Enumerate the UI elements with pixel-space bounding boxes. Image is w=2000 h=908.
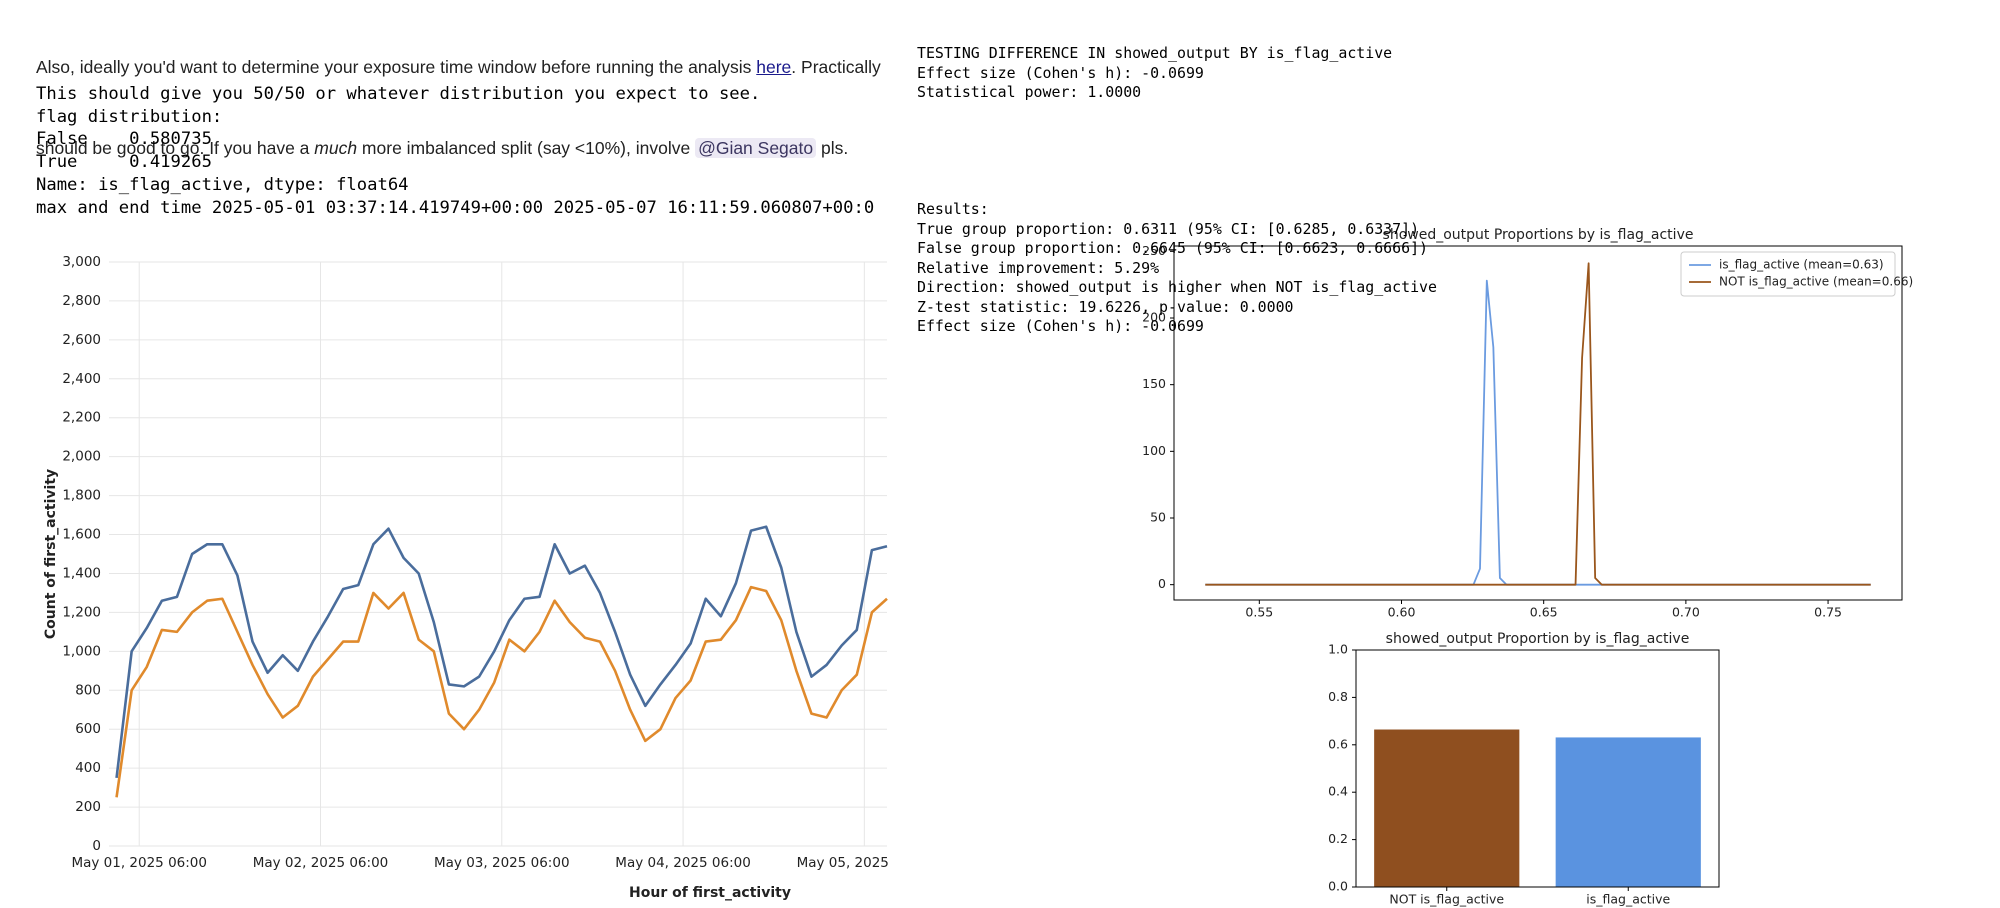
chart-title: showed_output Proportions by is_flag_act… — [1383, 227, 1694, 243]
y-tick-label: 3,000 — [62, 254, 101, 270]
text: pls. — [816, 138, 849, 158]
output-line: Direction: showed_output is higher when … — [917, 278, 1437, 296]
x-tick-label: 0.65 — [1530, 605, 1558, 620]
y-tick-label: 800 — [75, 682, 101, 698]
legend-box — [1680, 251, 1896, 297]
x-tick-label: May 02, 2025 06:00 — [253, 855, 389, 871]
output-line: max and end time 2025-05-01 03:37:14.419… — [36, 197, 875, 218]
x-tick-label: May 03, 2025 06:00 — [434, 855, 570, 871]
x-tick-label: May 01, 2025 06:00 — [71, 855, 207, 871]
y-tick-label: 1,800 — [62, 488, 101, 504]
activity-chart: 0 200 400 600 800 1,000 1,200 1,400 1,600 1,800 2,… — [43, 254, 933, 901]
x-tick-label: 0.70 — [1672, 605, 1700, 620]
x-tick-label: 0.55 — [1245, 605, 1273, 620]
y-tick-label: 250 — [1142, 243, 1166, 258]
x-tick-label: May 05, 2025 06:00 — [797, 855, 933, 871]
y-tick-label: 200 — [1142, 310, 1166, 325]
emphasis: much — [314, 138, 358, 158]
y-tick-label: 0.4 — [1328, 784, 1348, 799]
text: . Practically — [791, 57, 881, 77]
output-line: This should give you 50/50 or whatever d… — [36, 84, 761, 104]
output-line: False group proportion: 0.6645 (95% CI: … — [917, 239, 1429, 257]
y-tick-label: 2,000 — [62, 449, 101, 465]
output-line: False 0.580735 — [36, 129, 212, 150]
y-tick-label: 2,200 — [62, 410, 101, 426]
y-tick-label: 1,200 — [62, 604, 101, 620]
text: should be good to go. If you have a — [36, 138, 315, 158]
y-tick-label: 2,400 — [62, 371, 101, 387]
series-line — [115, 585, 888, 798]
x-tick-label: 0.75 — [1814, 605, 1842, 620]
density-chart: showed_output Proportions by is_flag_act… — [1142, 227, 1913, 620]
output-line: True 0.419265 — [36, 152, 212, 173]
x-axis-label: Hour of first_activity — [629, 885, 791, 901]
y-tick-label: 0.6 — [1328, 736, 1348, 751]
text: Also, ideally you'd want to determine yo… — [36, 57, 757, 77]
legend-label: is_flag_active (mean=0.63) — [1719, 258, 1884, 272]
plot-frame — [1355, 649, 1720, 888]
output-line: Statistical power: 1.0000 — [917, 83, 1142, 101]
y-tick-label: 1,000 — [62, 643, 101, 659]
message-line: should be good to go. If you have a much… — [36, 135, 887, 162]
message-line: Also, ideally you'd want to determine yo… — [36, 54, 887, 81]
y-tick-label: 100 — [1142, 443, 1166, 458]
series-line — [115, 525, 888, 779]
y-tick-label: 0 — [1158, 576, 1166, 591]
y-axis-label: Count of first_activity — [43, 469, 59, 639]
y-tick-label: 50 — [1150, 510, 1166, 525]
y-tick-label: 1,600 — [62, 527, 101, 543]
bar — [1374, 729, 1520, 887]
y-tick-label: 400 — [75, 760, 101, 776]
y-tick-label: 0.2 — [1328, 831, 1348, 846]
cell-output: TESTING DIFFERENCE IN showed_output BY i… — [917, 5, 1997, 356]
series-line — [1205, 262, 1871, 586]
output-line: Effect size (Cohen's h): -0.0699 — [917, 63, 1204, 82]
spacer — [917, 142, 1997, 162]
y-tick-label: 2,800 — [62, 293, 101, 309]
y-tick-label: 0.0 — [1328, 879, 1348, 894]
x-tick-label: May 04, 2025 06:00 — [615, 855, 751, 871]
cell-output: This should give you 50/50 or whatever d… — [36, 83, 887, 219]
output-line: Z-test statistic: 19.6226, p-value: 0.00… — [917, 297, 1294, 316]
link[interactable]: here — [756, 57, 792, 77]
y-tick-label: 200 — [75, 799, 101, 815]
text: more imbalanced split (say <10%), involv… — [357, 138, 696, 158]
bar — [1555, 737, 1701, 887]
output-line: flag distribution: — [36, 106, 223, 127]
output-line: TESTING DIFFERENCE IN showed_output BY i… — [917, 44, 1393, 62]
y-tick-label: 1,400 — [62, 565, 101, 581]
output-header: TESTING DIFFERENCE IN showed_output BY i… — [917, 44, 1997, 103]
message-text: Also, ideally you'd want to determine yo… — [36, 0, 887, 189]
x-tick-label: 0.60 — [1388, 605, 1416, 620]
y-tick-label: 0.8 — [1328, 689, 1348, 704]
y-tick-label: 600 — [75, 721, 101, 737]
x-tick-label: is_flag_active — [1586, 892, 1670, 907]
y-tick-label: 2,600 — [62, 332, 101, 348]
proportion-chart: showed_output Proportion by is_flag_acti… — [1328, 631, 1720, 907]
output-line: Relative improvement: 5.29% — [917, 258, 1160, 277]
output-line: True group proportion: 0.6311 (95% CI: [… — [917, 219, 1420, 238]
plot-frame — [1173, 245, 1903, 601]
y-tick-label: 1.0 — [1328, 642, 1348, 657]
y-tick-label: 150 — [1142, 376, 1166, 391]
output-results: Results: True group proportion: 0.6311 (9… — [917, 200, 1997, 337]
legend-label: NOT is_flag_active (mean=0.66) — [1719, 275, 1913, 289]
x-tick-label: NOT is_flag_active — [1389, 892, 1504, 907]
output-line: Results: — [917, 200, 989, 218]
series-line — [1205, 279, 1871, 586]
output-line: Name: is_flag_active, dtype: float64 — [36, 174, 409, 195]
mention[interactable]: @Gian Segato — [695, 138, 817, 158]
y-tick-label: 0 — [92, 838, 101, 854]
output-line: Effect size (Cohen's h): -0.0699 — [917, 317, 1204, 335]
chart-title: showed_output Proportion by is_flag_acti… — [1386, 631, 1690, 647]
